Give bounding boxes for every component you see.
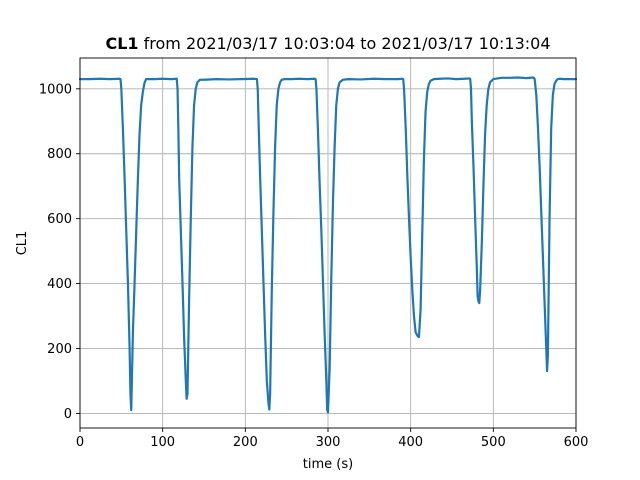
y-tick-label: 400 xyxy=(47,277,72,292)
chart-title-bold: CL1 xyxy=(105,34,138,53)
ticks: 0 100 200 300 400 500 600 0 200 400 600 800 1000 xyxy=(39,82,589,450)
x-tick-label: 300 xyxy=(316,435,341,450)
chart-title-rest: from 2021/03/17 10:03:04 to 2021/03/17 1… xyxy=(139,34,551,53)
x-tick-label: 0 xyxy=(76,435,84,450)
chart-title: CL1 from 2021/03/17 10:03:04 to 2021/03/… xyxy=(105,34,550,53)
x-tick-label: 400 xyxy=(398,435,423,450)
x-tick-label: 200 xyxy=(233,435,258,450)
series-layer xyxy=(78,76,578,414)
series-line xyxy=(78,76,578,414)
y-tick-label: 1000 xyxy=(39,82,72,97)
y-tick-label: 200 xyxy=(47,342,72,357)
x-axis-label: time (s) xyxy=(303,457,353,472)
y-axis-label: CL1 xyxy=(15,231,30,256)
x-tick-label: 500 xyxy=(481,435,506,450)
y-tick-label: 600 xyxy=(47,212,72,227)
x-tick-label: 100 xyxy=(150,435,175,450)
x-tick-label: 600 xyxy=(564,435,589,450)
y-tick-label: 0 xyxy=(64,407,72,422)
y-tick-label: 800 xyxy=(47,147,72,162)
